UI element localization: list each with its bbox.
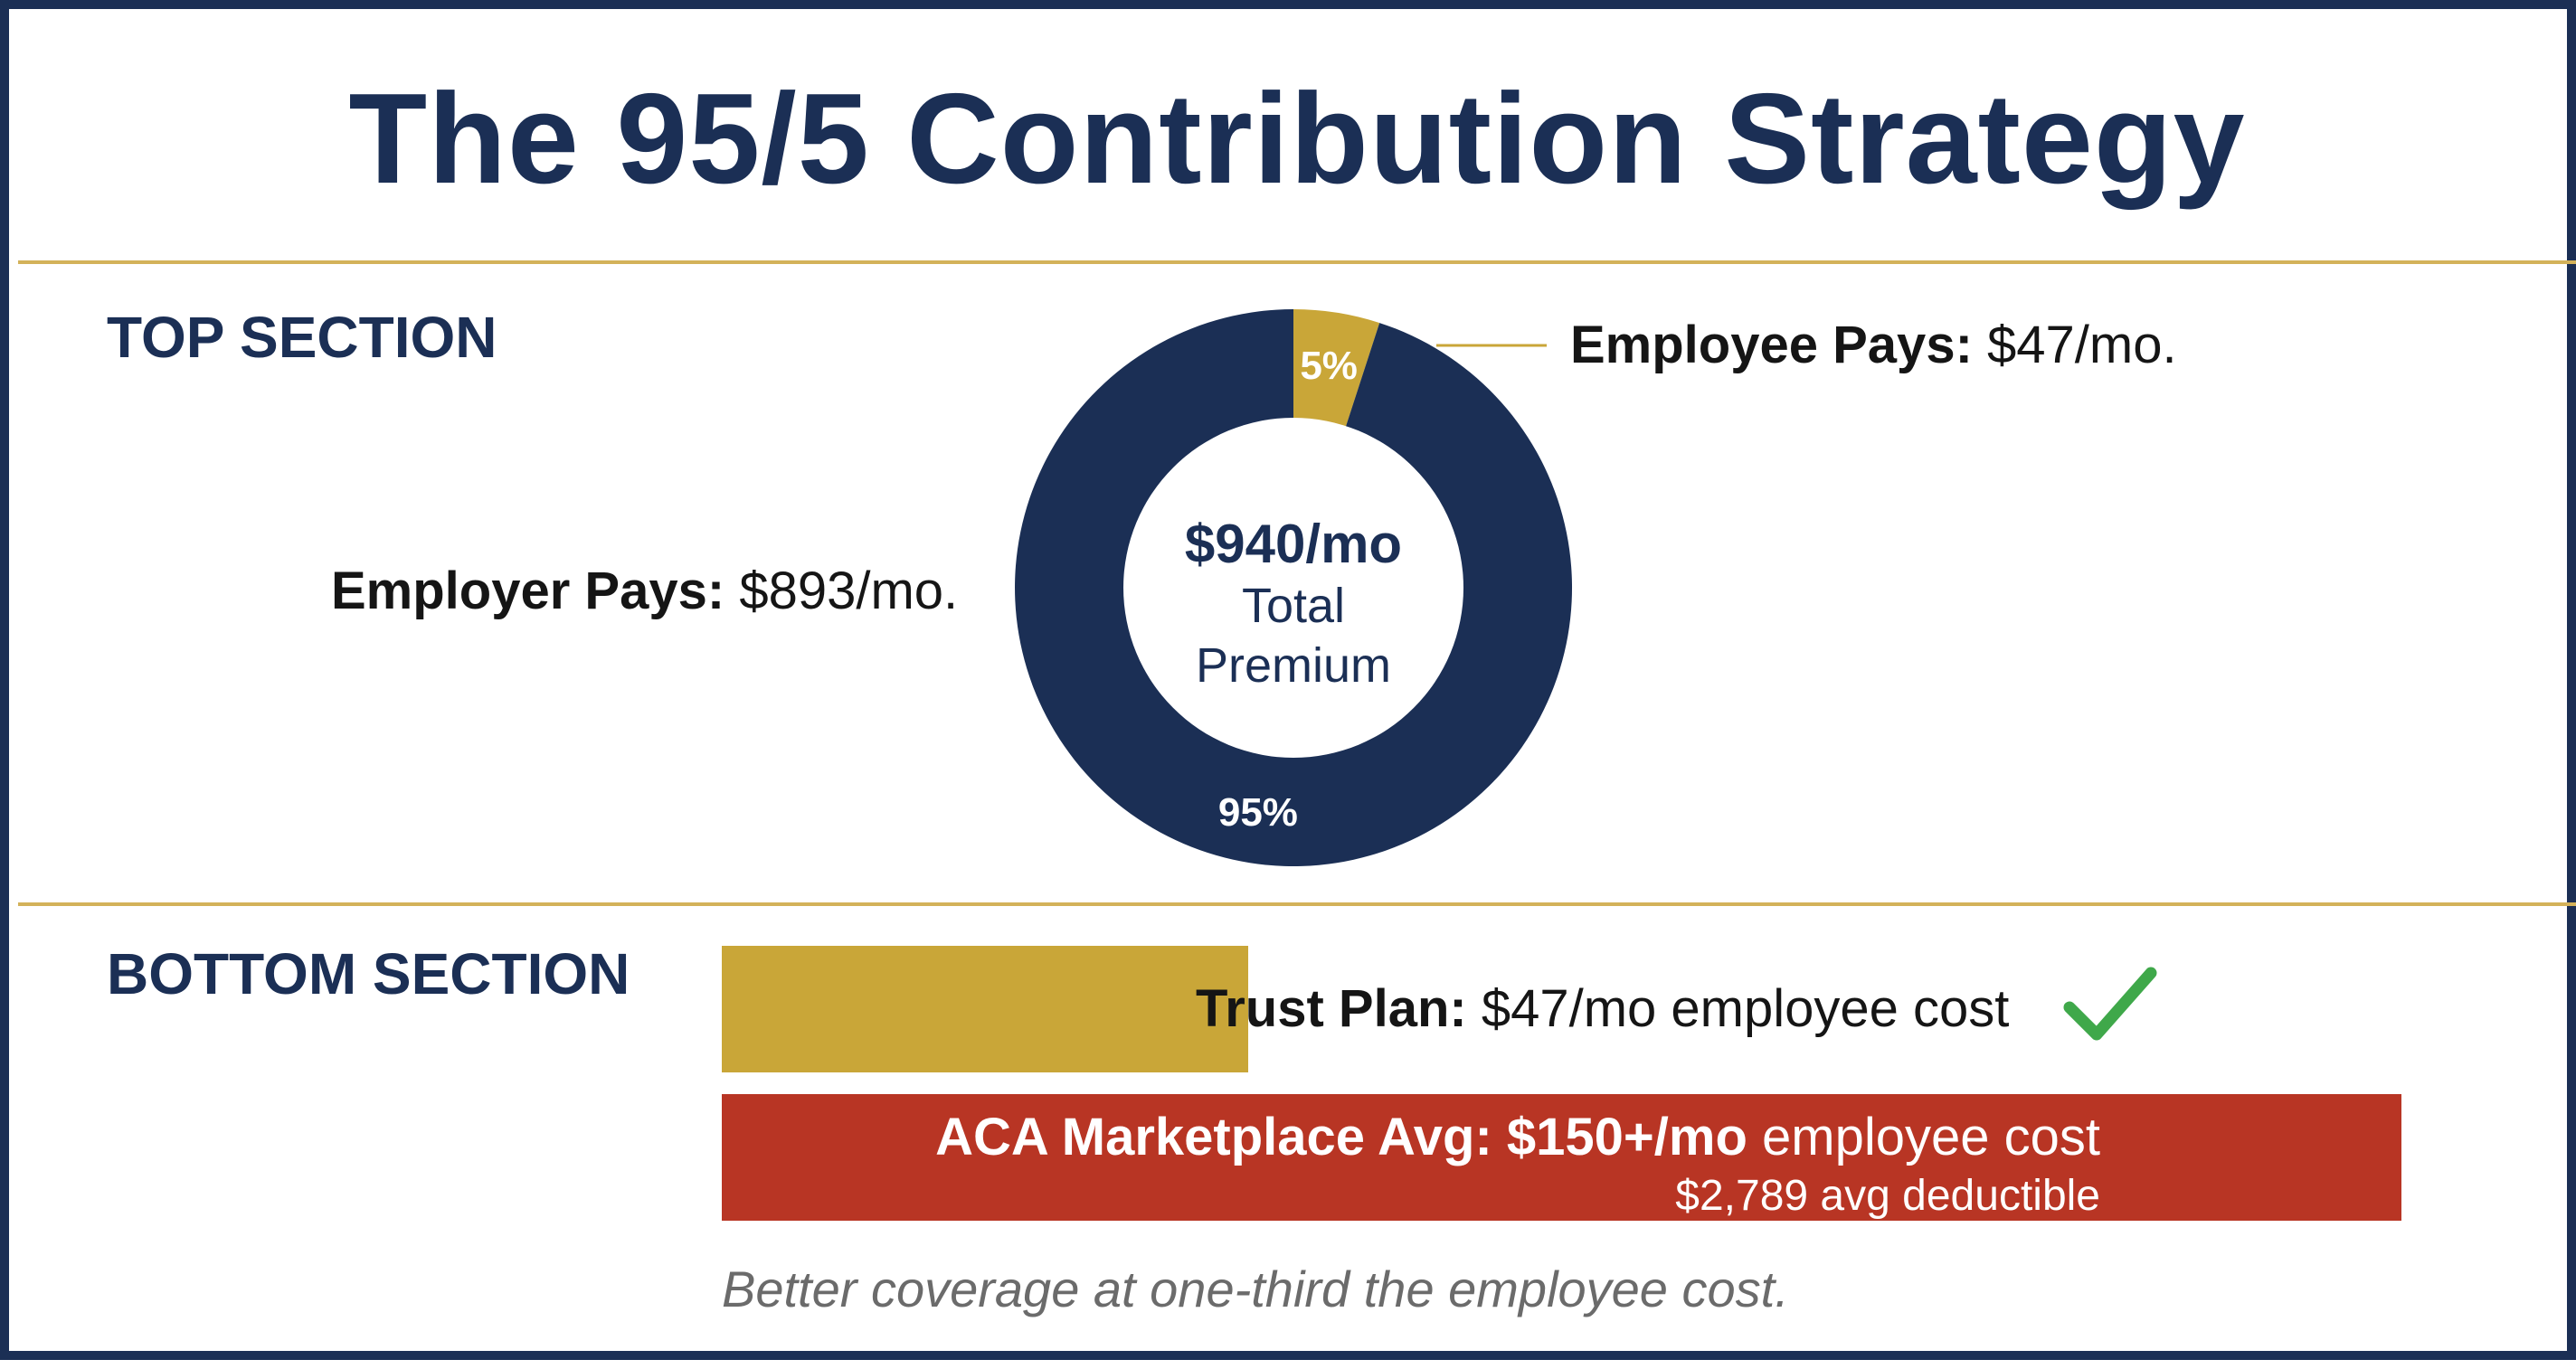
employer-pays-value: $893/mo. [739, 562, 959, 620]
aca-bar-line: ACA Marketplace Avg: $150+/mo employee c… [935, 1107, 2100, 1167]
aca-value: employee cost [1762, 1108, 2100, 1166]
aca-deductible: $2,789 avg deductible [1675, 1172, 2100, 1220]
total-premium-label-line1: Total [1242, 579, 1345, 633]
donut-label-employee: 5% [1300, 344, 1358, 388]
donut-hole [1123, 418, 1463, 758]
donut-label-employer: 95% [1218, 790, 1298, 835]
employee-pays-callout: Employee Pays: $47/mo. [1570, 315, 2177, 375]
donut-chart: $940/mo Total Premium 5% 95% [1015, 309, 1573, 866]
footnote: Better coverage at one-third the employe… [722, 1260, 1789, 1317]
total-premium-amount: $940/mo [1185, 514, 1402, 574]
employer-pays-label: Employer Pays: [331, 562, 725, 620]
trust-plan-value: $47/mo employee cost [1481, 979, 2010, 1038]
aca-bar-text: ACA Marketplace Avg: $150+/mo employee c… [935, 1107, 2100, 1221]
employer-pays-callout: Employer Pays: $893/mo. [331, 561, 958, 621]
bottom-section-label: BOTTOM SECTION [107, 941, 630, 1006]
donut-slice-labels: 5% 95% [1218, 344, 1358, 835]
check-icon [2063, 967, 2157, 1041]
top-divider [18, 260, 2576, 264]
aca-label: ACA Marketplace Avg: $150+/mo [935, 1108, 1747, 1166]
total-premium-label-line2: Premium [1196, 638, 1391, 693]
aca-marketplace-bar [722, 1094, 2401, 1221]
trust-plan-callout: Trust Plan: $47/mo employee cost [1196, 978, 2009, 1039]
page-title: The 95/5 Contribution Strategy [348, 67, 2246, 211]
trust-plan-label: Trust Plan: [1196, 979, 1467, 1038]
employee-pays-label: Employee Pays: [1570, 316, 1973, 374]
bottom-divider [18, 902, 2576, 906]
top-section-label: TOP SECTION [107, 305, 497, 370]
employee-pays-value: $47/mo. [1987, 316, 2177, 374]
trust-plan-bar [722, 946, 1248, 1072]
